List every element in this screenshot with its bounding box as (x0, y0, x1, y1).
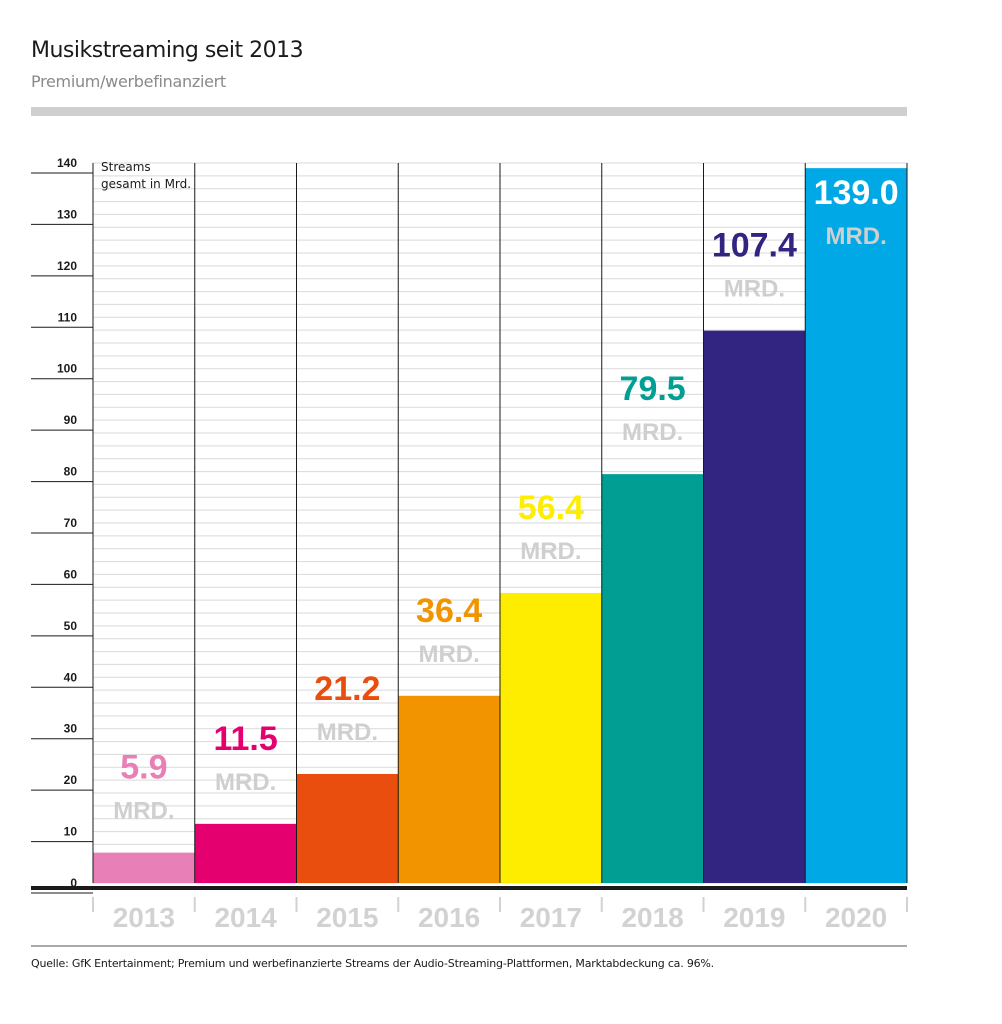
data-label-2016: 36.4 (416, 592, 482, 630)
unit-label-2014: MRD. (215, 769, 276, 796)
value-labels: 5.9 MRD. 11.5 MRD. 21.2 MRD. 36.4 MRD. 56.4 MRD. 7… (113, 174, 898, 825)
chart-title: Musikstreaming seit 2013 (31, 38, 304, 63)
y-tick-label: 60 (64, 567, 78, 581)
y-tick-label: 90 (64, 413, 78, 427)
y-tick-label: 140 (57, 156, 77, 170)
x-tick-label: 2018 (621, 902, 683, 933)
data-label-2015: 21.2 (314, 670, 380, 708)
bar-2016 (398, 695, 500, 883)
y-tick-label: 110 (58, 310, 78, 324)
bar-2015 (296, 773, 399, 883)
y-tick-label: 20 (64, 773, 78, 787)
unit-label-2019: MRD. (724, 276, 785, 303)
data-label-2020: 139.0 (814, 174, 899, 212)
x-tick-label: 2014 (214, 902, 277, 933)
y-tick-label: 80 (64, 465, 78, 479)
y-tick-label: 30 (64, 722, 78, 736)
x-tick-label: 2019 (723, 902, 785, 933)
y-tick-label: 50 (64, 619, 78, 633)
chart-bars (93, 168, 907, 884)
x-axis: 2013 2014 2015 2016 2017 2018 2019 2020 (92, 897, 908, 933)
unit-label-2015: MRD. (317, 719, 378, 746)
y-axis-label-line-1: Streams (101, 160, 151, 174)
y-axis: 0 10 20 30 40 50 60 70 80 90 100 110 120 130 140 (31, 156, 93, 894)
y-tick-label: 120 (57, 259, 77, 273)
bar-2013 (93, 852, 195, 883)
bar-2019 (703, 330, 806, 884)
header-divider (31, 107, 907, 116)
unit-label-2017: MRD. (520, 538, 581, 565)
unit-label-2020: MRD. (825, 223, 886, 250)
y-axis-label: Streams gesamt in Mrd. (101, 160, 191, 191)
data-label-2014: 11.5 (213, 720, 277, 758)
data-label-2018: 79.5 (620, 370, 686, 408)
bar-2018 (601, 474, 704, 883)
x-tick-label: 2013 (113, 902, 175, 933)
y-tick-label: 130 (57, 207, 77, 221)
source-note: Quelle: GfK Entertainment; Premium und w… (31, 957, 714, 970)
data-label-2017: 56.4 (518, 489, 584, 527)
x-tick-label: 2017 (520, 902, 582, 933)
y-tick-label: 70 (64, 516, 78, 530)
unit-label-2018: MRD. (622, 419, 683, 446)
y-tick-label: 10 (64, 825, 78, 839)
bar-2020 (805, 168, 907, 884)
x-tick-label: 2015 (316, 902, 378, 933)
column-dividers (92, 163, 908, 883)
bar-2014 (194, 823, 297, 883)
y-tick-label: 100 (57, 362, 77, 376)
y-tick-label: 0 (70, 876, 77, 890)
unit-label-2016: MRD. (418, 641, 479, 668)
x-tick-label: 2020 (825, 902, 887, 933)
data-label-2019: 107.4 (712, 227, 797, 265)
data-label-2013: 5.9 (120, 749, 167, 787)
x-axis-baseline (31, 886, 907, 947)
bar-2017 (500, 592, 602, 883)
x-tick-label: 2016 (418, 902, 480, 933)
unit-label-2013: MRD. (113, 798, 174, 825)
y-tick-label: 40 (64, 670, 78, 684)
y-axis-label-line-2: gesamt in Mrd. (101, 177, 191, 191)
chart-subtitle: Premium/werbefinanziert (31, 72, 226, 91)
